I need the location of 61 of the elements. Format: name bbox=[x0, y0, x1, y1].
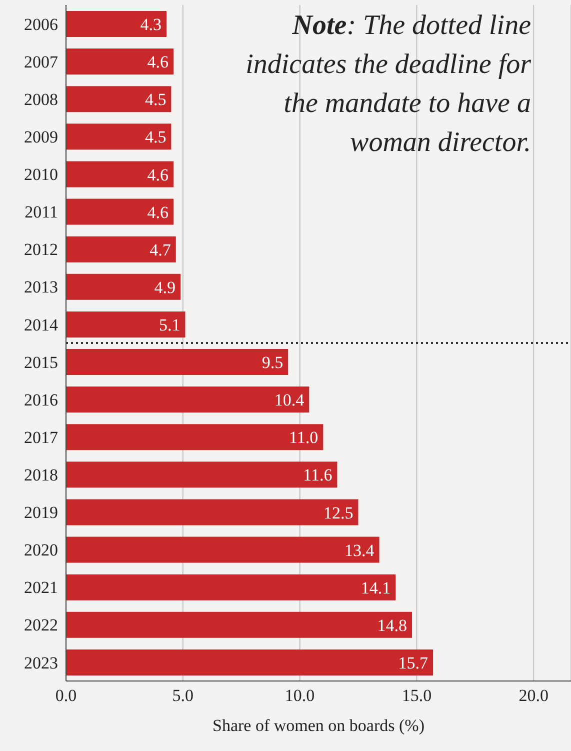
x-tick-label: 20.0 bbox=[518, 686, 548, 706]
y-tick-label: 2018 bbox=[24, 465, 58, 484]
bar bbox=[66, 48, 174, 75]
data-label: 4.6 bbox=[147, 165, 169, 184]
y-tick-label: 2016 bbox=[24, 390, 58, 410]
bar bbox=[66, 274, 181, 300]
bar bbox=[66, 11, 167, 37]
y-tick-label: 2019 bbox=[24, 503, 58, 522]
bar bbox=[66, 124, 172, 150]
bar bbox=[66, 649, 434, 676]
data-label: 11.6 bbox=[303, 466, 332, 485]
bar bbox=[66, 311, 186, 338]
data-label: 14.8 bbox=[377, 616, 408, 635]
data-label: 13.4 bbox=[344, 540, 375, 560]
bar bbox=[66, 236, 176, 262]
y-tick-label: 2008 bbox=[24, 90, 58, 109]
bar bbox=[66, 462, 338, 488]
bar bbox=[66, 574, 396, 600]
data-label: 12.5 bbox=[323, 503, 354, 522]
data-label: 14.1 bbox=[360, 578, 391, 598]
data-label: 15.7 bbox=[398, 653, 429, 672]
bar bbox=[66, 198, 174, 225]
data-label: 9.5 bbox=[262, 353, 284, 372]
x-tick-label: 10.0 bbox=[284, 686, 315, 706]
data-label: 10.4 bbox=[274, 390, 305, 410]
data-label: 4.5 bbox=[144, 128, 166, 147]
x-tick-label: 5.0 bbox=[172, 686, 194, 706]
y-tick-label: 2011 bbox=[24, 202, 58, 222]
bar bbox=[66, 349, 288, 375]
data-label: 11.0 bbox=[289, 428, 318, 448]
y-tick-label: 2017 bbox=[24, 428, 58, 447]
bar bbox=[66, 86, 172, 112]
x-axis-title: Share of women on boards (%) bbox=[212, 716, 424, 735]
bar bbox=[66, 499, 358, 526]
y-tick-label: 2012 bbox=[24, 240, 58, 260]
bar bbox=[66, 612, 412, 638]
data-label: 4.7 bbox=[150, 240, 172, 260]
x-tick-label: 15.0 bbox=[402, 686, 432, 706]
data-label: 5.1 bbox=[158, 315, 180, 334]
y-tick-label: 2010 bbox=[24, 165, 58, 184]
y-tick-label: 2023 bbox=[24, 653, 58, 672]
y-tick-label: 2007 bbox=[24, 52, 58, 72]
bar bbox=[66, 161, 174, 188]
data-label: 4.6 bbox=[147, 52, 169, 72]
bar bbox=[66, 424, 324, 450]
data-label: 4.5 bbox=[144, 90, 166, 110]
bar bbox=[66, 386, 310, 413]
data-label: 4.6 bbox=[147, 202, 169, 222]
y-tick-label: 2006 bbox=[24, 14, 58, 34]
bar bbox=[66, 536, 380, 563]
annotation: Note: The dotted line indicates the deadline for the mandate to have a woman director. bbox=[244, 9, 531, 160]
y-tick-label: 2009 bbox=[24, 127, 58, 146]
y-tick-label: 2021 bbox=[24, 578, 58, 598]
y-tick-label: 2013 bbox=[24, 278, 58, 297]
y-tick-label: 2022 bbox=[24, 616, 58, 635]
y-tick-label: 2020 bbox=[24, 540, 58, 560]
data-label: 4.9 bbox=[154, 278, 176, 297]
y-tick-label: 2014 bbox=[24, 315, 58, 334]
data-label: 4.3 bbox=[140, 15, 162, 34]
y-tick-label: 2015 bbox=[24, 352, 58, 372]
x-tick-label: 0.0 bbox=[55, 686, 77, 706]
